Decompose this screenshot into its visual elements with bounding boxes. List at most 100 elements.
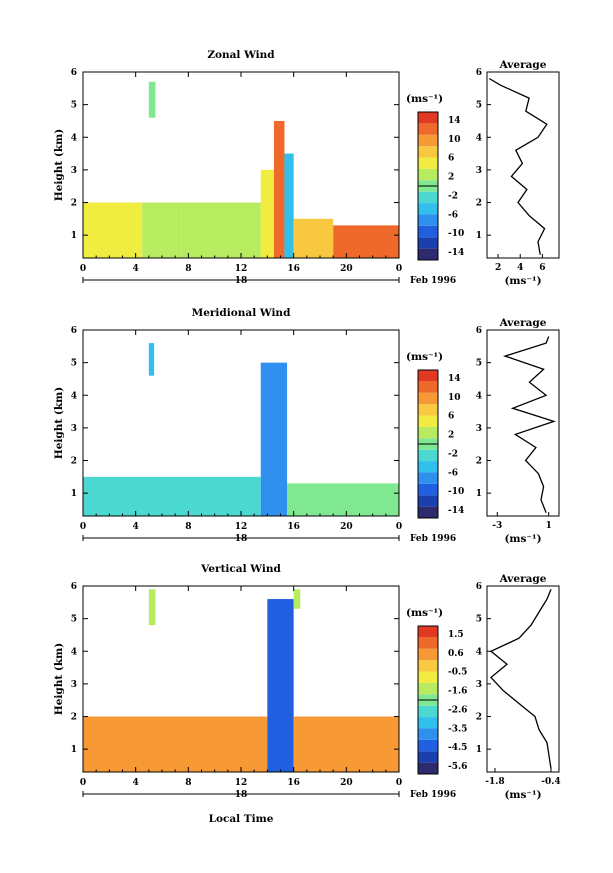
y-tick-label: 5 — [71, 359, 77, 369]
average-frame — [486, 71, 560, 259]
colorbar-swatch — [418, 168, 438, 181]
heatmap-cell — [181, 202, 261, 258]
average-y-tick-label: 5 — [476, 101, 482, 111]
colorbar-swatch — [418, 751, 438, 763]
colorbar-unit: (ms⁻¹) — [406, 351, 443, 363]
colorbar-swatch — [418, 705, 438, 718]
y-tick-label: 2 — [71, 713, 77, 723]
average-y-tick-label: 4 — [476, 391, 482, 401]
average-x-tick-label: 2 — [495, 263, 501, 273]
colorbar-swatch — [418, 415, 438, 427]
y-tick-label: 6 — [71, 326, 77, 336]
average-y-tick-label: 2 — [476, 199, 482, 209]
average-title: Average — [499, 573, 547, 585]
colorbar-tick-label: 0.6 — [448, 649, 464, 659]
colorbar-unit: (ms⁻¹) — [406, 607, 443, 619]
colorbar-swatch — [418, 626, 438, 638]
average-title: Average — [499, 317, 547, 329]
colorbar-tick-label: -3.5 — [448, 724, 467, 734]
heatmap-cell — [284, 153, 294, 258]
average-profile-line — [502, 336, 556, 513]
x-tick-label: 0 — [396, 778, 402, 788]
x-tick-label: 0 — [80, 264, 86, 274]
average-y-tick-label: 3 — [476, 424, 482, 434]
x-tick-label: 16 — [287, 778, 300, 788]
colorbar-swatch — [418, 157, 438, 169]
y-axis-label: Height (km) — [53, 643, 65, 715]
average-profile-line — [489, 589, 552, 769]
date-month-label: Feb 1996 — [410, 790, 456, 800]
heatmap-cell — [333, 225, 399, 258]
y-tick-label: 4 — [71, 391, 77, 401]
x-tick-label: 4 — [133, 778, 139, 788]
x-tick-label: 0 — [80, 522, 86, 532]
colorbar-tick-label: -14 — [448, 248, 464, 258]
average-x-tick-label: -3 — [492, 521, 502, 531]
colorbar-swatch — [418, 637, 438, 649]
average-y-tick-label: 2 — [476, 713, 482, 723]
x-tick-label: 0 — [80, 778, 86, 788]
heatmap-cell — [293, 716, 399, 772]
x-tick-label: 20 — [340, 778, 353, 788]
colorbar-swatch — [418, 506, 438, 518]
x-tick-label: 16 — [287, 522, 300, 532]
colorbar-tick-label: -2 — [448, 449, 458, 459]
colorbar-tick-label: 2 — [448, 431, 454, 441]
colorbar-tick-label: 2 — [448, 173, 454, 183]
y-axis-label: Height (km) — [53, 387, 65, 459]
y-tick-label: 3 — [71, 166, 77, 176]
heatmap-cell — [267, 599, 294, 772]
y-axis-label: Height (km) — [53, 129, 65, 201]
colorbar-swatch — [418, 495, 438, 507]
date-day-label: 18 — [235, 790, 248, 800]
y-tick-label: 2 — [71, 457, 77, 467]
colorbar-swatch — [418, 225, 438, 238]
colorbar-swatch — [418, 191, 438, 204]
colorbar-tick-label: -6 — [448, 468, 458, 478]
average-y-tick-label: 2 — [476, 457, 482, 467]
heatmap-cell — [148, 81, 156, 118]
colorbar-tick-label: 14 — [448, 374, 461, 384]
colorbar-swatch — [418, 146, 438, 158]
colorbar-tick-label: -14 — [448, 506, 464, 516]
colorbar-swatch — [418, 134, 438, 147]
heatmap-cell — [287, 483, 399, 516]
heatmap-cell — [148, 343, 155, 376]
heatmap-cell — [83, 716, 268, 772]
colorbar-swatch — [418, 449, 438, 462]
colorbar-swatch — [418, 370, 438, 382]
average-x-tick-label: 6 — [539, 263, 545, 273]
y-tick-label: 5 — [71, 615, 77, 625]
colorbar-tick-label: -2 — [448, 191, 458, 201]
x-tick-label: 12 — [235, 522, 248, 532]
average-frame — [486, 585, 560, 773]
colorbar-tick-label: -10 — [448, 229, 464, 239]
colorbar-tick-label: 10 — [448, 393, 461, 403]
heatmap-cell — [83, 476, 261, 516]
average-y-tick-label: 4 — [476, 647, 482, 657]
colorbar-swatch — [418, 426, 438, 439]
colorbar-tick-label: -5.6 — [448, 762, 467, 772]
y-tick-label: 2 — [71, 199, 77, 209]
colorbar-swatch — [418, 237, 438, 249]
date-day-label: 18 — [235, 276, 248, 286]
x-tick-label: 16 — [287, 264, 300, 274]
average-profile-line — [488, 77, 548, 255]
x-tick-label: 0 — [396, 264, 402, 274]
colorbar-swatch — [418, 392, 438, 405]
colorbar-tick-label: 6 — [448, 154, 454, 164]
average-y-tick-label: 6 — [476, 68, 482, 78]
colorbar-swatch — [418, 648, 438, 661]
average-y-tick-label: 5 — [476, 359, 482, 369]
colorbar-tick-label: -1.6 — [448, 687, 467, 697]
colorbar-swatch — [418, 728, 438, 740]
average-y-tick-label: 3 — [476, 680, 482, 690]
colorbar-tick-label: -2.6 — [448, 705, 467, 715]
x-tick-label: 8 — [185, 264, 191, 274]
y-tick-label: 4 — [71, 647, 77, 657]
heatmap-cell — [293, 218, 334, 258]
colorbar-swatch — [418, 660, 438, 672]
average-x-tick-label: -0.4 — [541, 777, 560, 787]
